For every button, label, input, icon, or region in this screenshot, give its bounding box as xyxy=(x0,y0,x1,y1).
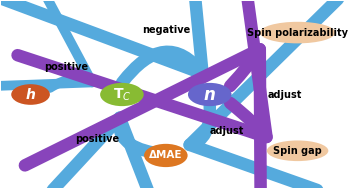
FancyArrowPatch shape xyxy=(25,49,261,189)
Text: positive: positive xyxy=(75,134,120,144)
Ellipse shape xyxy=(267,140,328,161)
Text: positive: positive xyxy=(44,62,88,72)
Circle shape xyxy=(144,144,188,167)
Circle shape xyxy=(100,83,144,106)
Circle shape xyxy=(188,83,231,106)
Text: Spin polarizability: Spin polarizability xyxy=(247,28,348,38)
Text: adjust: adjust xyxy=(210,126,244,136)
Text: n: n xyxy=(204,85,216,104)
FancyArrowPatch shape xyxy=(190,0,360,189)
FancyArrowPatch shape xyxy=(0,0,203,83)
Text: Spin gap: Spin gap xyxy=(273,146,322,156)
FancyArrowPatch shape xyxy=(0,118,205,189)
Text: h: h xyxy=(26,88,36,101)
FancyArrowPatch shape xyxy=(0,0,92,90)
Text: negative: negative xyxy=(142,25,190,35)
Text: T$_C$: T$_C$ xyxy=(113,86,131,103)
Text: ΔMAE: ΔMAE xyxy=(149,150,183,160)
FancyArrowPatch shape xyxy=(18,0,266,137)
Ellipse shape xyxy=(260,22,336,43)
Text: adjust: adjust xyxy=(268,90,302,99)
Circle shape xyxy=(11,84,50,105)
